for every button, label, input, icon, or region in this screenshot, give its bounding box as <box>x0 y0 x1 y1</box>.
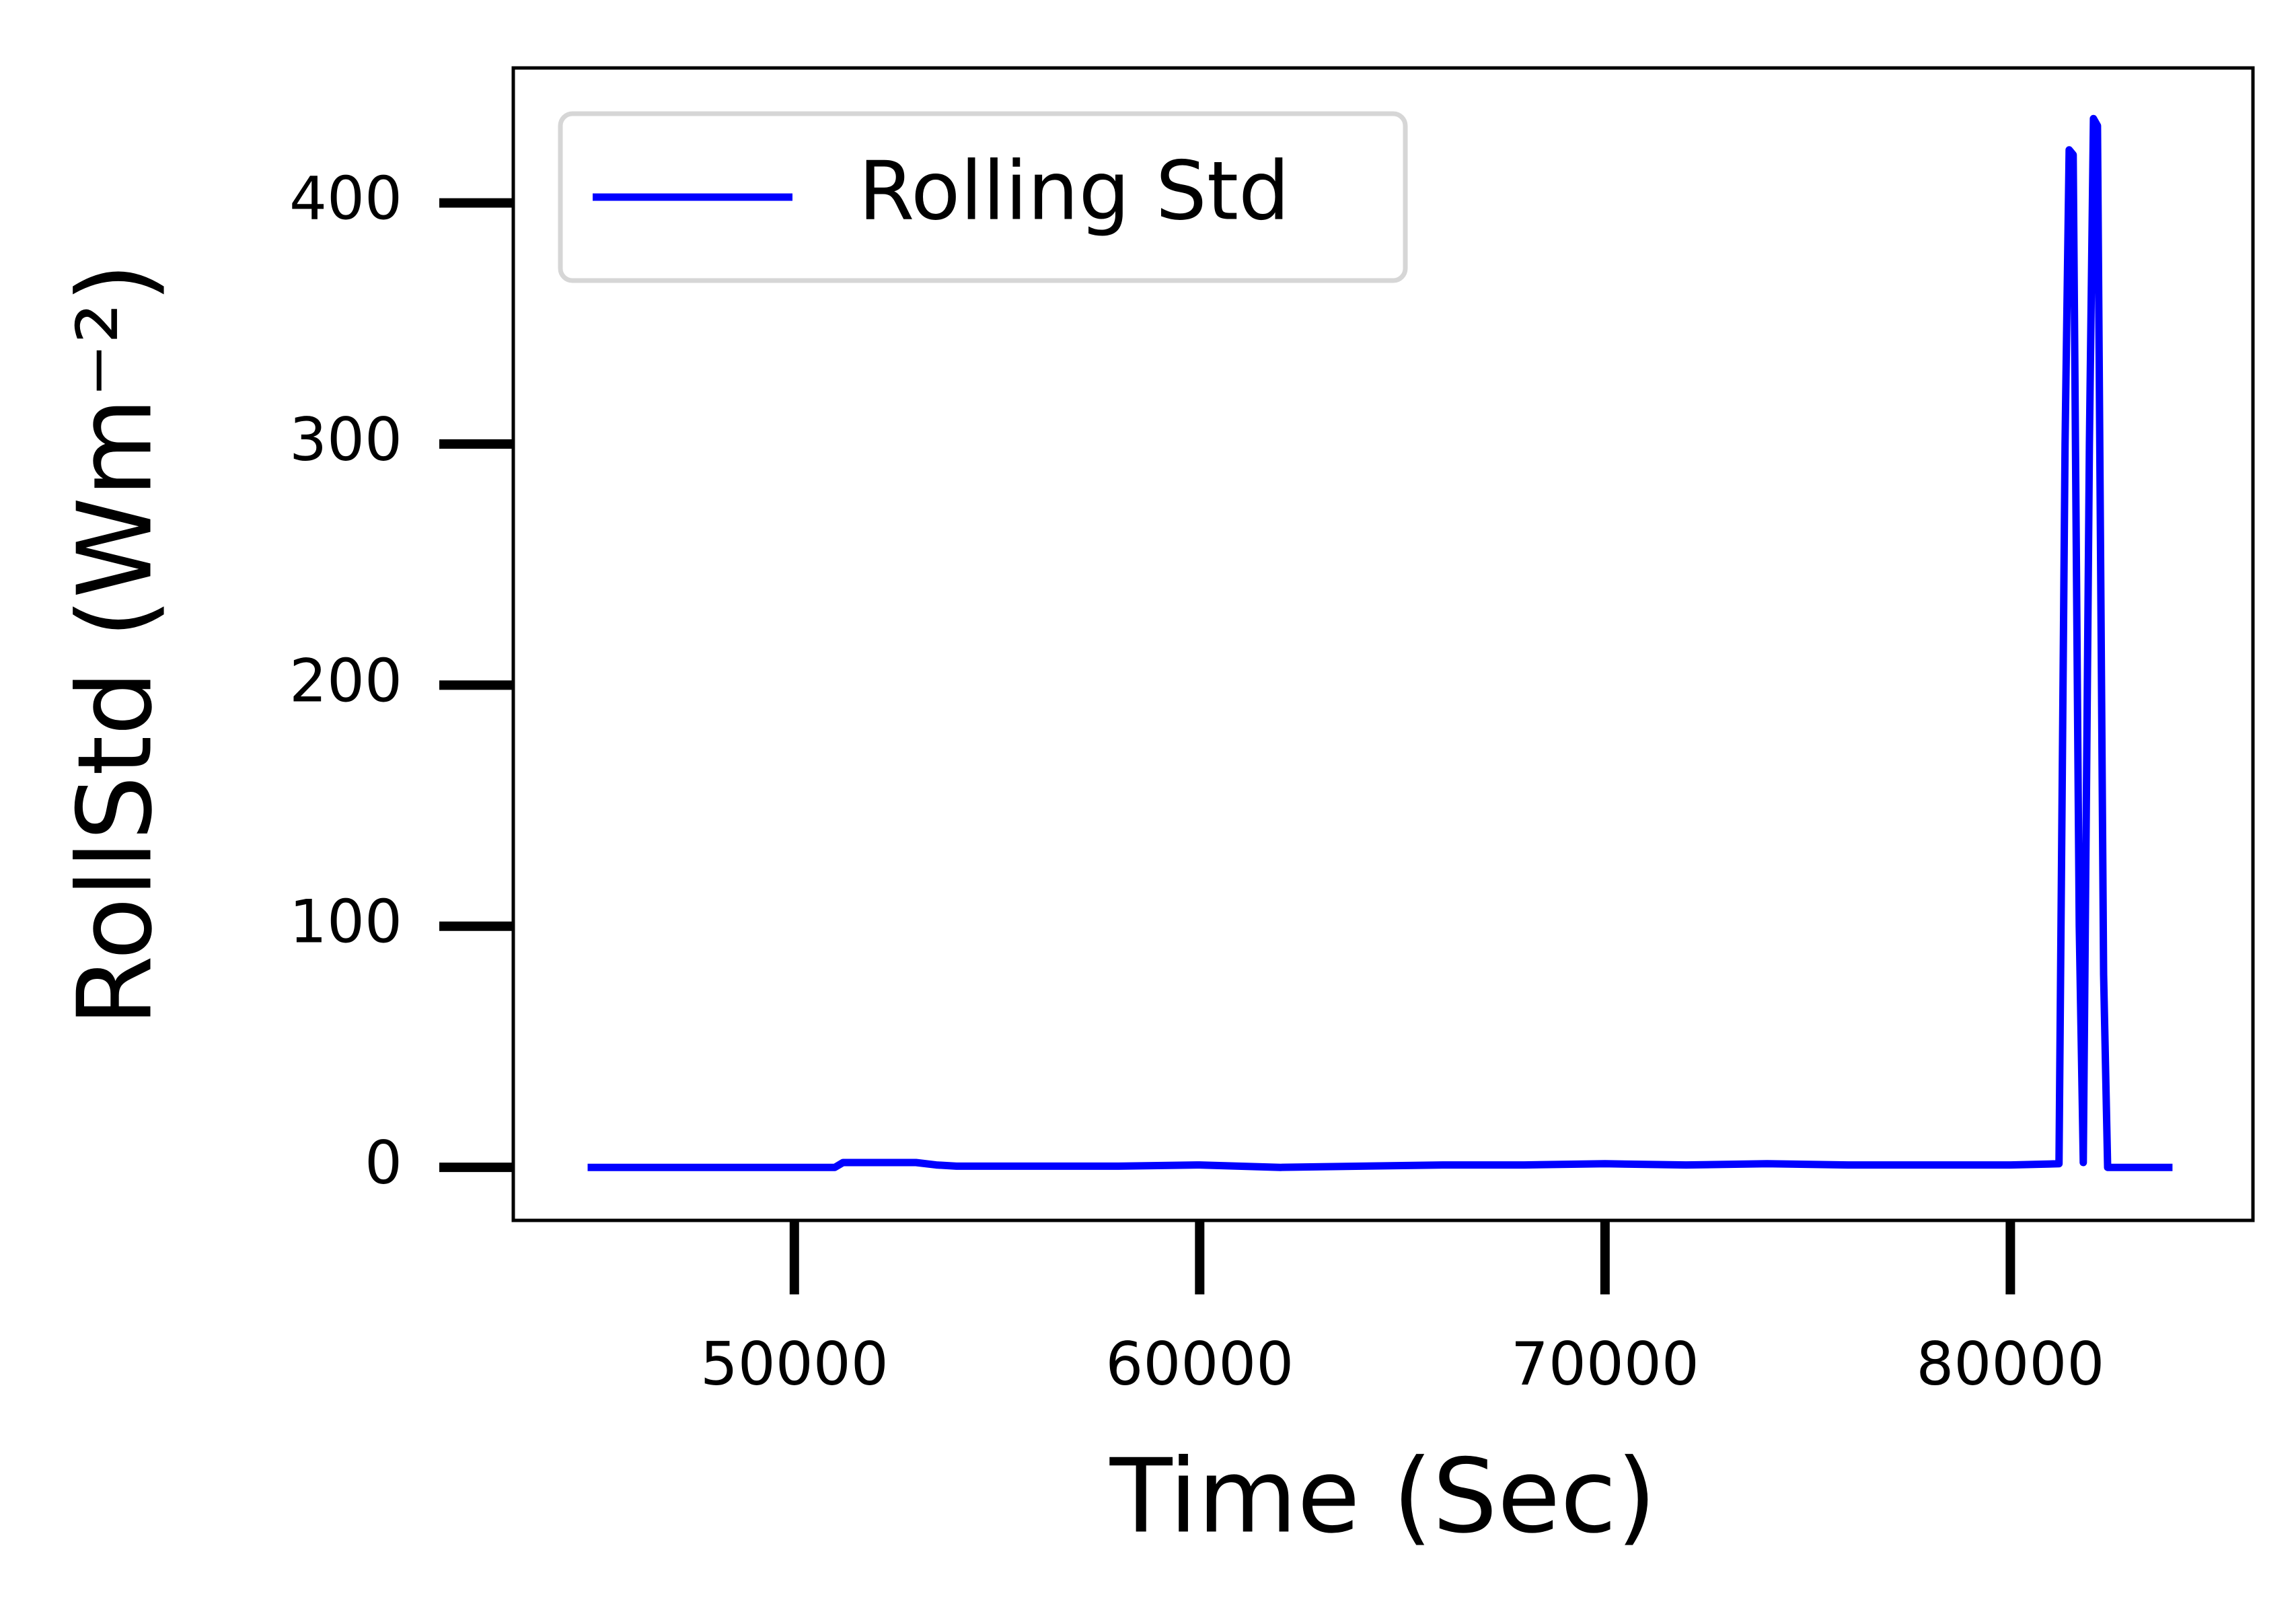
y-tick-label: 300 <box>289 405 402 474</box>
x-tick-label: 60000 <box>1105 1329 1294 1399</box>
plot-frame <box>511 66 2255 1222</box>
legend-label: Rolling Std <box>858 145 1290 239</box>
x-tick-label: 70000 <box>1511 1329 1699 1399</box>
x-axis-label: Time (Sec) <box>1109 1437 1656 1556</box>
y-tick-label: 200 <box>289 646 402 715</box>
data-line <box>587 114 2173 1171</box>
y-tick-label: 100 <box>289 887 402 957</box>
y-axis-label: RollStd (Wm⁻²) <box>56 262 175 1026</box>
y-tick-label: 400 <box>289 164 402 233</box>
x-tick-label: 50000 <box>700 1329 889 1399</box>
x-tick-label: 80000 <box>1916 1329 2104 1399</box>
legend-box <box>558 111 1408 283</box>
y-tick-label: 0 <box>365 1128 402 1198</box>
